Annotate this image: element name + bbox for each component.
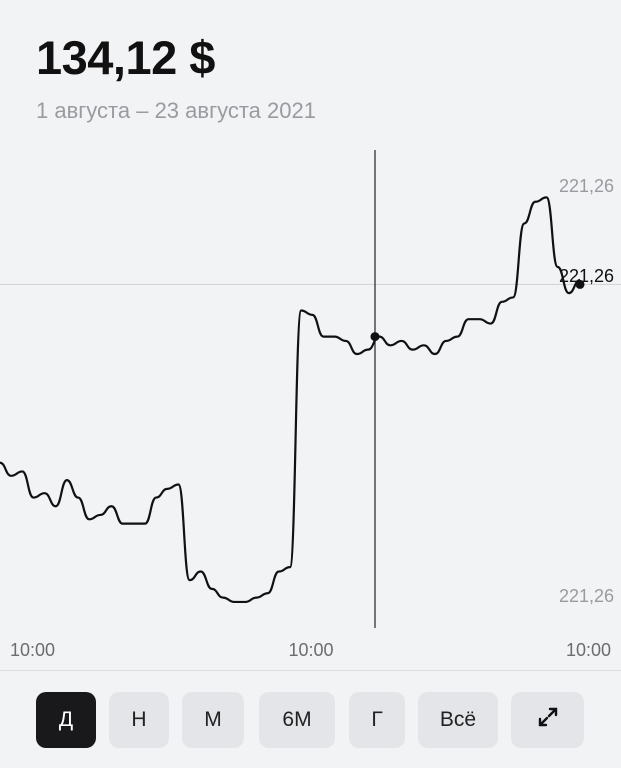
expand-button[interactable] — [511, 692, 584, 748]
tab-day[interactable]: Д — [36, 692, 96, 748]
tab-six-months[interactable]: 6М — [259, 692, 335, 748]
x-tick-label: 10:00 — [10, 640, 55, 660]
y-label-top: 221,26 — [559, 176, 614, 196]
period-tabs: Д Н М 6М Г Всё — [0, 692, 621, 748]
expand-icon — [536, 705, 560, 735]
price-line — [0, 196, 581, 604]
y-label-current: 221,26 — [559, 266, 614, 286]
chart-divider — [0, 670, 621, 671]
tab-all[interactable]: Всё — [418, 692, 498, 748]
tab-week[interactable]: Н — [109, 692, 169, 748]
tab-month[interactable]: М — [182, 692, 244, 748]
date-range: 1 августа – 23 августа 2021 — [36, 98, 316, 123]
price-value: 134,12 $ — [36, 31, 215, 84]
x-tick-label: 10:00 — [566, 640, 611, 660]
x-tick-label: 10:00 — [288, 640, 333, 660]
cursor-point — [370, 332, 380, 342]
last-point — [575, 279, 585, 289]
price-chart[interactable]: 221,26 221,26 221,26 10:00 10:00 10:00 — [0, 140, 621, 670]
y-label-bottom: 221,26 — [559, 586, 614, 606]
tab-year[interactable]: Г — [349, 692, 405, 748]
